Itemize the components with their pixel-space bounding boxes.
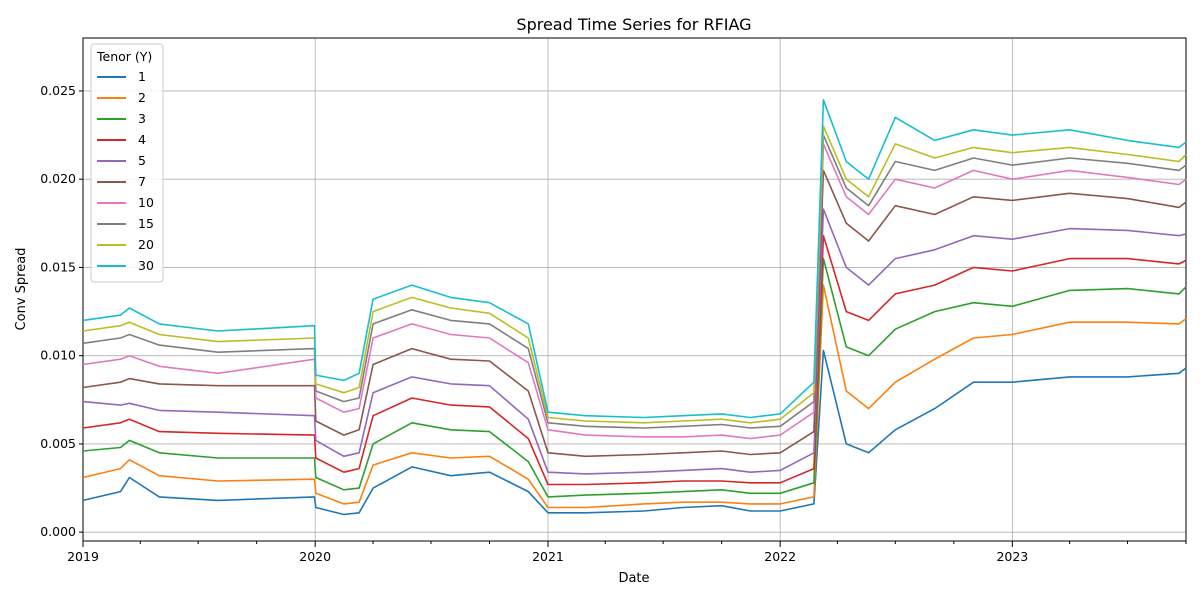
- legend-label: 10: [138, 195, 154, 210]
- plot-frame: [82, 37, 1187, 542]
- y-axis: 0.000 0.005 0.010 0.015 0.020 0.025: [40, 83, 83, 539]
- y-tick-label: 0.000: [40, 524, 76, 539]
- y-tick-label: 0.010: [40, 348, 76, 363]
- series-line-1: [82, 349, 1187, 516]
- legend-label: 4: [138, 132, 146, 147]
- series-line-2: [82, 284, 1187, 509]
- series-line-10: [82, 143, 1187, 440]
- series-line-7: [82, 169, 1187, 458]
- series-line-3: [82, 257, 1187, 498]
- series-line-20: [82, 125, 1187, 424]
- series-line-4: [82, 234, 1187, 486]
- y-tick-label: 0.015: [40, 259, 76, 274]
- chart-title: Spread Time Series for RFIAG: [516, 15, 751, 34]
- x-tick-label: 2022: [764, 549, 796, 564]
- legend: Tenor (Y) 1 2 3 4 5 7 10 15 20 30: [90, 43, 164, 283]
- y-tick-label: 0.025: [40, 83, 76, 98]
- legend-label: 1: [138, 69, 146, 84]
- legend-title: Tenor (Y): [96, 49, 152, 64]
- series-layer: [82, 99, 1187, 516]
- legend-label: 2: [138, 90, 146, 105]
- legend-label: 5: [138, 153, 146, 168]
- series-line-30: [82, 99, 1187, 419]
- legend-label: 7: [138, 174, 146, 189]
- legend-box: [90, 43, 164, 283]
- x-tick-label: 2023: [996, 549, 1028, 564]
- y-tick-label: 0.020: [40, 171, 76, 186]
- x-axis: 2019 2020 2021 2022 2023: [67, 541, 1187, 564]
- legend-label: 20: [138, 237, 154, 252]
- series-line-5: [82, 208, 1187, 475]
- y-axis-label: Conv Spread: [14, 248, 29, 331]
- x-axis-label: Date: [618, 571, 649, 586]
- x-tick-label: 2021: [532, 549, 564, 564]
- grid-layer: [82, 38, 1186, 541]
- legend-label: 30: [138, 258, 154, 273]
- y-tick-label: 0.005: [40, 436, 76, 451]
- x-tick-label: 2019: [67, 549, 99, 564]
- x-tick-label: 2020: [299, 549, 331, 564]
- legend-label: 15: [138, 216, 154, 231]
- legend-label: 3: [138, 111, 146, 126]
